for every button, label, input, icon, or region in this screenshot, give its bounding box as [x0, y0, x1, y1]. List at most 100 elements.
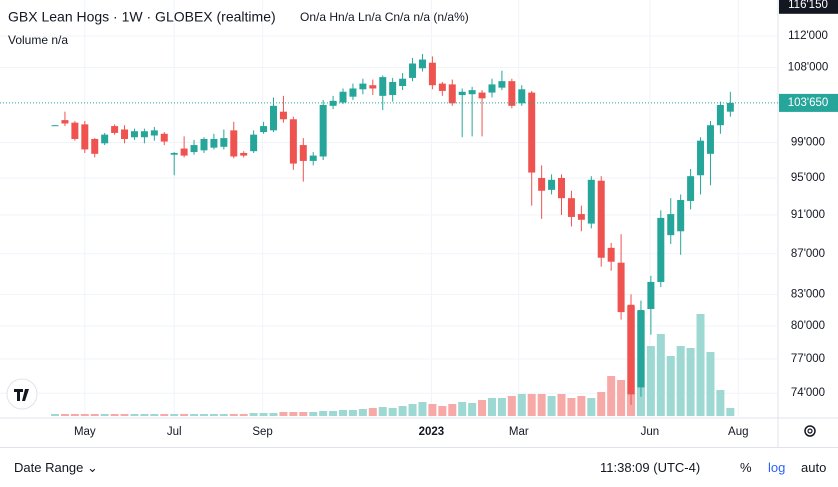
volume-legend: Volume n/a — [8, 33, 68, 47]
candle-body — [339, 91, 347, 103]
date-range-button[interactable]: Date Range ⌄ — [14, 460, 98, 475]
volume-bar — [309, 412, 318, 416]
candle-body — [617, 262, 625, 313]
volume-bar — [279, 412, 288, 416]
y-tick-label: 77'000 — [791, 353, 825, 365]
volume-bar — [617, 380, 626, 416]
candle-body — [230, 130, 238, 157]
auto-toggle[interactable]: auto — [801, 460, 827, 475]
date-range-label: Date Range — [14, 460, 84, 475]
volume-bar — [428, 404, 437, 416]
chart-title: GBX Lean Hogs · 1W · GLOBEX (realtime) — [8, 9, 276, 25]
candle-body — [190, 145, 198, 153]
candle-body — [478, 92, 486, 99]
candle-body — [91, 138, 99, 154]
candle-body — [379, 77, 387, 96]
volume-bar — [219, 414, 228, 416]
volume-bar — [259, 413, 268, 416]
y-tick-label: 91'000 — [791, 209, 825, 221]
candle-body — [121, 129, 129, 139]
candle-body — [438, 83, 446, 91]
volume-bar — [70, 414, 79, 416]
candle-body — [657, 217, 665, 282]
candle-body — [101, 134, 109, 144]
volume-bar — [170, 414, 179, 416]
volume-bar — [229, 414, 238, 416]
candle-body — [637, 310, 645, 388]
candle-body — [71, 122, 79, 139]
footer: Date Range ⌄ 11:38:09 (UTC-4) % log auto — [0, 447, 838, 487]
volume-bar — [686, 348, 695, 416]
candle-body — [180, 148, 188, 156]
grid — [0, 0, 778, 418]
volume-bar — [607, 376, 616, 416]
volume-bar — [319, 411, 328, 416]
volume-bar — [120, 414, 129, 416]
clock: 11:38:09 (UTC-4) — [600, 460, 701, 475]
candle-body — [111, 126, 119, 133]
volume-bar — [676, 346, 685, 416]
volume-bar — [408, 404, 417, 416]
volume-bar — [190, 414, 199, 416]
volume-bar — [438, 406, 447, 416]
candle-body — [607, 247, 615, 262]
candle-body — [647, 281, 655, 309]
settings-icon[interactable] — [804, 425, 816, 437]
candle-body — [706, 125, 714, 154]
candle-body — [289, 119, 297, 164]
volume-bar — [160, 414, 169, 416]
candle-body — [319, 104, 327, 157]
volume-bar — [398, 406, 407, 416]
candle-body — [558, 177, 566, 199]
candle-body — [518, 89, 526, 104]
volume-bar — [478, 400, 487, 416]
volume-bar — [587, 398, 596, 416]
volume-bar — [666, 356, 675, 416]
candle-body — [716, 104, 724, 126]
volume-bar — [339, 410, 348, 416]
candle-body — [567, 198, 575, 217]
candle-body — [359, 83, 367, 90]
volume-bar — [497, 398, 506, 416]
candle-body — [508, 81, 516, 106]
last-price-label: 103'650 — [788, 97, 829, 109]
percent-toggle[interactable]: % — [740, 460, 752, 475]
y-tick-label: 83'000 — [791, 288, 825, 300]
candle-body — [389, 81, 397, 96]
volume-bar — [150, 414, 159, 416]
volume-bar — [209, 414, 218, 416]
volume-bar — [388, 408, 397, 416]
volume-bar — [180, 414, 189, 416]
log-toggle[interactable]: log — [768, 460, 786, 475]
volume-bar — [716, 390, 725, 416]
volume-bar — [140, 414, 149, 416]
volume-bar — [448, 404, 457, 416]
volume-bar — [537, 394, 546, 416]
candle-body — [200, 138, 208, 151]
volume-bar — [696, 314, 705, 416]
volume-bar — [100, 414, 109, 416]
volume-bar — [726, 408, 735, 416]
x-tick-label: Aug — [728, 426, 748, 438]
candle-body — [369, 85, 377, 89]
candle-body — [170, 152, 178, 155]
volume-bar — [299, 412, 308, 416]
volume-bar — [656, 334, 665, 416]
volume-bar — [110, 414, 119, 416]
y-tick-label: 74'000 — [791, 387, 825, 399]
candle-body — [299, 145, 307, 161]
candle-body — [687, 176, 695, 201]
candle-body — [428, 62, 436, 86]
candle-body — [458, 91, 466, 96]
candle-body — [577, 214, 585, 220]
x-tick-label: May — [74, 426, 96, 438]
volume-bar — [517, 394, 526, 416]
volume-bar — [706, 352, 715, 416]
candle-body — [488, 84, 496, 93]
last-price-box — [779, 93, 838, 112]
candle-body — [498, 81, 506, 88]
candle-body — [81, 124, 89, 150]
candle-body — [448, 84, 456, 104]
candle-body — [409, 63, 417, 78]
